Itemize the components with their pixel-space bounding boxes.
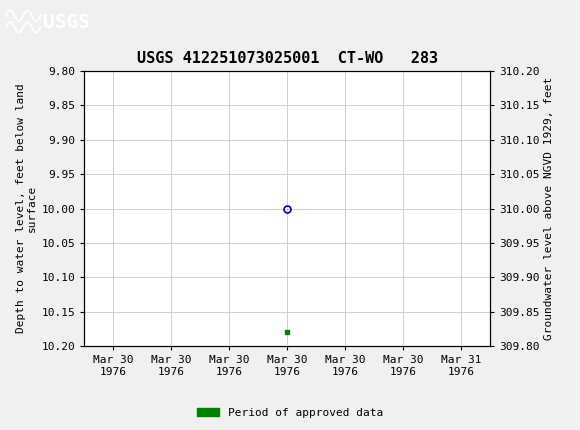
Y-axis label: Groundwater level above NGVD 1929, feet: Groundwater level above NGVD 1929, feet — [544, 77, 554, 340]
Text: USGS: USGS — [44, 13, 90, 32]
Title: USGS 412251073025001  CT-WO   283: USGS 412251073025001 CT-WO 283 — [136, 51, 438, 66]
Legend: Period of approved data: Period of approved data — [193, 403, 387, 422]
Y-axis label: Depth to water level, feet below land
surface: Depth to water level, feet below land su… — [16, 84, 37, 333]
